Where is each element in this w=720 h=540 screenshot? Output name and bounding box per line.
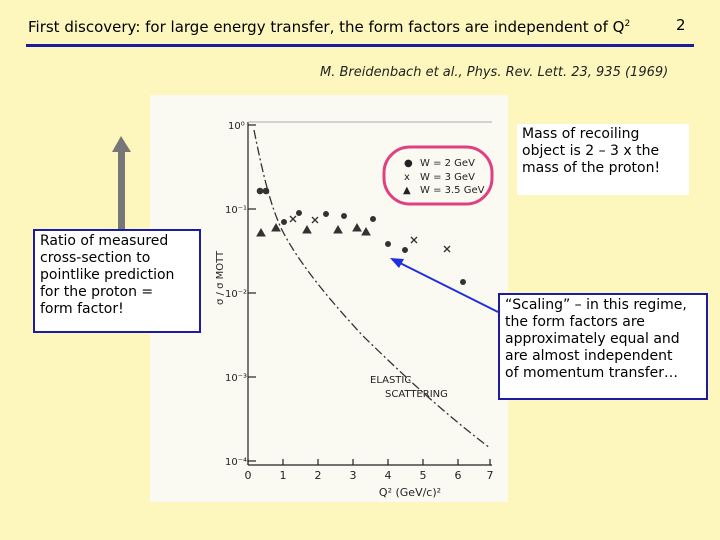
data-point-w2 xyxy=(262,187,270,195)
legend-label: W = 2 GeV xyxy=(420,158,475,169)
data-point-w2 xyxy=(281,219,287,225)
legend-marker: ▲ xyxy=(403,185,411,196)
x-tick-label: 2 xyxy=(315,469,322,482)
data-point-w35 xyxy=(256,227,266,237)
data-point-w2 xyxy=(370,216,376,222)
legend-label: W = 3 GeV xyxy=(420,172,475,183)
note-form-factor: Ratio of measured cross-section to point… xyxy=(33,229,201,333)
slide-title: First discovery: for large energy transf… xyxy=(28,18,668,36)
legend-highlight-circle xyxy=(382,145,494,206)
note-line: Ratio of measured xyxy=(40,233,169,249)
note-line: of momentum transfer… xyxy=(505,365,679,381)
slide-title-text: First discovery: for large energy transf… xyxy=(28,18,625,36)
x-tick-label: 1 xyxy=(280,469,287,482)
x-tick-label: 6 xyxy=(455,469,462,482)
data-point-w35 xyxy=(361,226,371,236)
note-line: object is 2 – 3 x the xyxy=(522,143,660,159)
page-number: 2 xyxy=(676,16,686,34)
y-tick-label: 10⁻⁴ xyxy=(225,457,247,468)
data-point-w2 xyxy=(460,279,466,285)
data-point-w35 xyxy=(302,224,312,234)
data-point-w35 xyxy=(352,222,362,232)
legend-marker: x xyxy=(404,172,410,183)
note-line: the form factors are xyxy=(505,314,645,330)
note-line: pointlike prediction xyxy=(40,267,175,283)
plot-legend: ● W = 2 GeV x W = 3 GeV ▲ W = 3.5 GeV xyxy=(382,145,494,206)
y-tick-label: 10⁻² xyxy=(225,289,247,300)
note-line: “Scaling” – in this regime, xyxy=(505,297,687,313)
note-line: cross-section to xyxy=(40,250,151,266)
note-line: Mass of recoiling xyxy=(522,126,640,142)
note-recoil-mass: Mass of recoiling object is 2 – 3 x the … xyxy=(517,124,689,195)
x-tick-label: 0 xyxy=(245,469,252,482)
data-points xyxy=(256,187,466,285)
data-point-w35 xyxy=(271,222,281,232)
elastic-label-line2: SCATTERING xyxy=(385,389,448,400)
title-underline xyxy=(26,44,694,47)
plot-axes xyxy=(247,121,492,466)
x-tick-label: 5 xyxy=(420,469,427,482)
note-line: form factor! xyxy=(40,301,124,317)
data-point-w2 xyxy=(323,211,329,217)
note-line: mass of the proton! xyxy=(522,160,661,176)
y-tick-label: 10⁰ xyxy=(228,121,245,132)
data-point-w2 xyxy=(256,187,264,195)
note-scaling: “Scaling” – in this regime, the form fac… xyxy=(498,293,708,400)
data-point-w2 xyxy=(296,210,302,216)
y-tick-label: 10⁻¹ xyxy=(225,205,247,216)
data-point-w2 xyxy=(402,247,408,253)
slide-title-superscript: 2 xyxy=(624,19,631,29)
citation: M. Breidenbach et al., Phys. Rev. Lett. … xyxy=(320,65,669,80)
legend-marker: ● xyxy=(404,158,413,169)
elastic-label-line1: ELASTIC xyxy=(370,375,411,386)
x-tick-label: 3 xyxy=(350,469,357,482)
legend-label: W = 3.5 GeV xyxy=(420,185,485,196)
up-arrow xyxy=(112,136,131,230)
note-line: are almost independent xyxy=(505,348,673,364)
note-line: approximately equal and xyxy=(505,331,680,347)
x-tick-label: 4 xyxy=(385,469,392,482)
y-axis-label: σ / σ MOTT xyxy=(215,250,226,305)
data-point-w3 xyxy=(289,215,451,253)
data-point-w2 xyxy=(341,213,347,219)
y-tick-label: 10⁻³ xyxy=(225,373,247,384)
x-tick-label: 7 xyxy=(487,469,494,482)
x-axis-label: Q² (GeV/c)² xyxy=(379,486,441,499)
data-point-w2 xyxy=(385,241,391,247)
pointer-arrow xyxy=(390,258,499,313)
data-point-w35 xyxy=(333,224,343,234)
note-line: for the proton = xyxy=(40,284,154,300)
